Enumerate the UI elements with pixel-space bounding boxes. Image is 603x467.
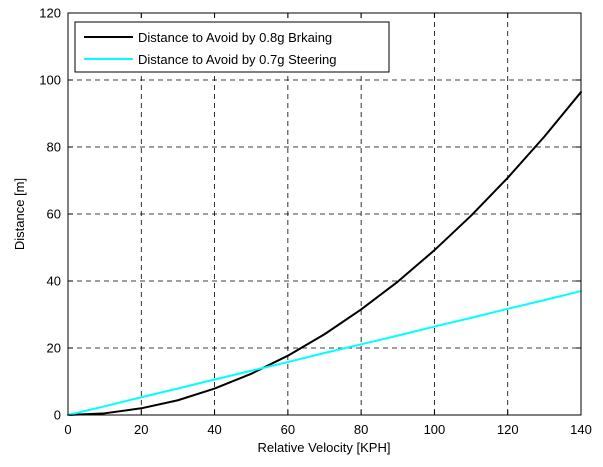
y-tick-label: 100 [39, 73, 61, 88]
x-tick-label: 140 [570, 422, 592, 437]
grid-lines [68, 13, 581, 415]
x-tick-label: 0 [64, 422, 71, 437]
x-tick-label: 40 [207, 422, 221, 437]
x-tick-label: 80 [354, 422, 368, 437]
legend-box [74, 21, 390, 73]
y-tick-label: 120 [39, 6, 61, 21]
legend-label-braking: Distance to Avoid by 0.8g Brkaing [138, 30, 332, 45]
y-tick-label: 20 [47, 341, 61, 356]
x-tick-label: 120 [497, 422, 519, 437]
x-tick-label: 100 [424, 422, 446, 437]
x-tick-label: 60 [281, 422, 295, 437]
y-axis-label: Distance [m] [12, 178, 27, 250]
x-axis-label: Relative Velocity [KPH] [258, 440, 391, 455]
series-line-steering [67, 290, 582, 416]
data-series [67, 91, 582, 416]
axis-ticks: 0 20 40 60 80 100 120 140 0 20 40 60 80 100 120 [39, 6, 592, 438]
y-tick-label: 80 [47, 140, 61, 155]
legend-label-steering: Distance to Avoid by 0.7g Steering [138, 52, 337, 67]
y-tick-label: 0 [54, 408, 61, 423]
series-line-braking [67, 91, 582, 416]
x-tick-label: 20 [134, 422, 148, 437]
y-tick-label: 60 [47, 207, 61, 222]
y-tick-label: 40 [47, 274, 61, 289]
legend: Distance to Avoid by 0.8g Brkaing Distan… [74, 21, 390, 73]
